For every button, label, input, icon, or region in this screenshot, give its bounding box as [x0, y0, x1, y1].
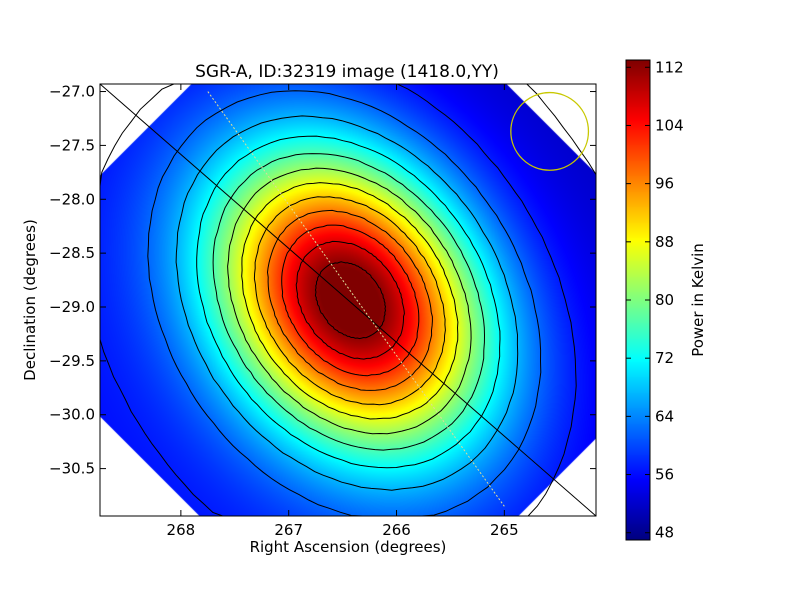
x-axis: 268 267 266 265 — [167, 84, 519, 539]
contour-level-72 — [196, 135, 501, 469]
colorbar-tick-label: 104 — [655, 116, 684, 134]
y-tick-label: −28.5 — [49, 244, 95, 262]
x-tick-label: 265 — [490, 521, 519, 539]
contour-level-57 — [100, 84, 577, 516]
y-tick-label: −28.0 — [49, 190, 95, 208]
colorbar-tick-label: 72 — [655, 349, 674, 367]
y-tick-label: −30.0 — [49, 406, 95, 424]
y-tick-label: −27.0 — [49, 83, 95, 101]
contour-level-87 — [241, 182, 459, 420]
contour-level-97 — [266, 209, 433, 391]
beam-circle — [510, 91, 590, 171]
colorbar-tick-label: 112 — [655, 58, 684, 76]
y-axis: −27.0 −27.5 −28.0 −28.5 −29.0 −29.5 −30.0 −30.5 — [49, 83, 596, 478]
contour-level-107 — [295, 240, 405, 360]
y-tick-label: −29.0 — [49, 298, 95, 316]
contour-level-112 — [314, 261, 387, 340]
colorbar-tick-label: 56 — [655, 466, 674, 484]
contour-level-82 — [227, 167, 472, 435]
y-tick-label: −27.5 — [49, 136, 95, 154]
galactic-plane-line — [207, 91, 505, 507]
y-tick-label: −29.5 — [49, 352, 95, 370]
contour-level-67 — [175, 115, 519, 491]
plot-frame — [99, 83, 597, 517]
colorbar-label: Power in Kelvin — [689, 243, 707, 357]
colorbar-tick-label: 64 — [655, 407, 674, 425]
chart-title: SGR-A, ID:32319 image (1418.0,YY) — [195, 62, 499, 82]
x-tick-label: 266 — [382, 521, 411, 539]
colorbar: 48 56 64 72 80 88 96 104 112 Power in Kelvin — [625, 58, 707, 542]
colorbar-tick-label: 48 — [655, 524, 674, 542]
colorbar-tick-label: 80 — [655, 291, 674, 309]
contour-lines — [100, 84, 596, 516]
x-tick-label: 267 — [274, 521, 303, 539]
colorbar-ticks: 48 56 64 72 80 88 96 104 112 — [626, 58, 684, 542]
colorbar-tick-label: 96 — [655, 175, 674, 193]
contour-level-77 — [212, 153, 486, 451]
contour-level-102 — [281, 224, 420, 377]
y-tick-label: −30.5 — [49, 460, 95, 478]
contour-level-62 — [147, 90, 542, 516]
contour-level-92 — [253, 196, 446, 406]
x-axis-label: Right Ascension (degrees) — [250, 538, 447, 556]
plot-area — [99, 83, 597, 517]
y-axis-label: Declination (degrees) — [21, 219, 39, 381]
colorbar-tick-label: 88 — [655, 233, 674, 251]
x-tick-label: 268 — [167, 521, 196, 539]
